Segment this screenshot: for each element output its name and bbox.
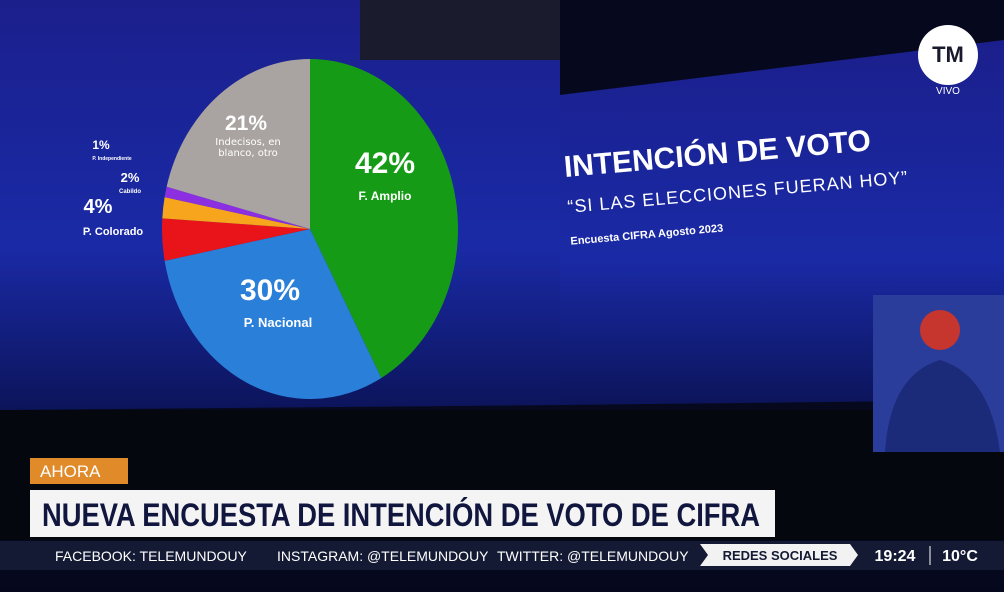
ticker-item: TWITTER: @TELEMUNDOUY [497, 548, 689, 564]
slice-name: Indecisos, en blanco, otro [215, 137, 281, 159]
pie-slice [162, 197, 310, 229]
ticker-item: INSTAGRAM: @TELEMUNDOUY [277, 548, 489, 564]
slice-value-label: 1% [92, 138, 110, 152]
slice-name: P. Nacional [244, 315, 312, 330]
tag: AHORA [40, 462, 101, 481]
pie-slice [310, 59, 458, 378]
slice-value-label: 42% [355, 147, 415, 180]
slice-value-label: 30% [240, 274, 300, 307]
ticker: FACEBOOK: TELEMUNDOUY INSTAGRAM: @TELEMUN… [55, 548, 689, 564]
clock: 19:24 [875, 548, 916, 565]
logo-badge [918, 25, 978, 85]
logo: TM [932, 42, 964, 67]
social-label: REDES SOCIALES [723, 548, 838, 563]
slice-name: F. Amplio [359, 189, 412, 203]
studio-ceiling [360, 0, 560, 60]
ticker-item: FACEBOOK: TELEMUNDOUY [55, 548, 248, 564]
pie-slice [164, 186, 310, 229]
slice-name-box: Indecisos, en blanco, otro [215, 137, 281, 159]
slice-name: P. Colorado [83, 226, 144, 238]
slice-value-label: 4% [84, 196, 113, 218]
temperature: 10°C [942, 548, 978, 565]
interpreter-body [885, 360, 1000, 452]
tag-box [30, 458, 128, 484]
pie-chart: 42% F. Amplio 30% P. Nacional 4% P. Colorado 2… [83, 59, 458, 399]
headline: NUEVA ENCUESTA DE INTENCIÓN DE VOTO DE C… [42, 497, 760, 533]
slice-value-label: 2% [121, 170, 140, 185]
live-label: VIVO [936, 86, 960, 97]
pie-slice [166, 59, 310, 229]
interpreter-head [920, 310, 960, 350]
slice-value-label: 21% [225, 112, 267, 135]
social-tag [700, 544, 858, 566]
pie-slice [164, 229, 382, 399]
slice-name: P. Independiente [92, 156, 132, 162]
headline-box [30, 490, 775, 537]
pie-slice [161, 218, 310, 261]
slice-name: Cabildo [119, 189, 141, 195]
